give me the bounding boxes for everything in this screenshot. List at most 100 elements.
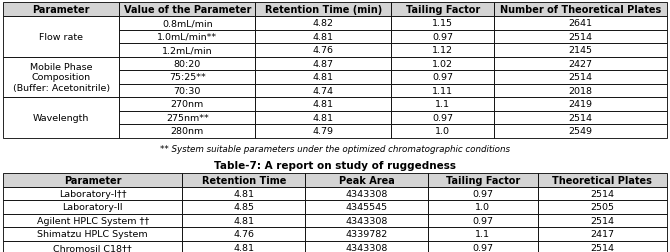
Text: 80:20: 80:20: [174, 59, 201, 69]
Text: 2417: 2417: [590, 229, 614, 238]
Bar: [119, 3, 255, 17]
Text: 0.8mL/min: 0.8mL/min: [162, 19, 212, 28]
Text: 2018: 2018: [569, 86, 593, 95]
Bar: [119, 57, 255, 71]
Text: 4.82: 4.82: [313, 19, 334, 28]
Bar: [3, 227, 182, 241]
Bar: [537, 173, 667, 187]
Bar: [494, 98, 667, 111]
Text: Laboratory-II: Laboratory-II: [62, 202, 123, 211]
Bar: [182, 241, 305, 252]
Text: 1.0mL/min**: 1.0mL/min**: [157, 33, 217, 42]
Bar: [305, 214, 428, 227]
Text: 2427: 2427: [569, 59, 593, 69]
Text: 4343308: 4343308: [345, 189, 388, 198]
Bar: [3, 173, 182, 187]
Bar: [391, 44, 494, 57]
Text: 4.74: 4.74: [313, 86, 334, 95]
Text: ** System suitable parameters under the optimized chromatographic conditions: ** System suitable parameters under the …: [160, 144, 510, 153]
Bar: [3, 57, 119, 98]
Text: 0.97: 0.97: [472, 189, 493, 198]
Bar: [3, 241, 182, 252]
Bar: [391, 111, 494, 124]
Bar: [3, 214, 182, 227]
Bar: [494, 84, 667, 98]
Text: 2514: 2514: [569, 73, 593, 82]
Text: Retention Time: Retention Time: [202, 175, 286, 185]
Bar: [428, 241, 537, 252]
Text: 2145: 2145: [569, 46, 593, 55]
Bar: [255, 30, 391, 44]
Bar: [391, 124, 494, 138]
Text: 0.97: 0.97: [472, 243, 493, 252]
Bar: [255, 98, 391, 111]
Bar: [255, 84, 391, 98]
Bar: [494, 57, 667, 71]
Bar: [391, 17, 494, 30]
Bar: [391, 30, 494, 44]
Bar: [494, 111, 667, 124]
Text: 4339782: 4339782: [346, 229, 388, 238]
Text: 4343308: 4343308: [345, 243, 388, 252]
Bar: [119, 84, 255, 98]
Bar: [119, 71, 255, 84]
Text: 0.97: 0.97: [432, 73, 454, 82]
Bar: [494, 124, 667, 138]
Bar: [182, 173, 305, 187]
Text: Parameter: Parameter: [64, 175, 121, 185]
Text: 270nm: 270nm: [171, 100, 204, 109]
Text: Parameter: Parameter: [32, 5, 90, 15]
Text: 1.0: 1.0: [475, 202, 490, 211]
Text: 2514: 2514: [590, 216, 614, 225]
Text: 4.87: 4.87: [313, 59, 334, 69]
Text: 4.81: 4.81: [313, 33, 334, 42]
Text: Wavelength: Wavelength: [33, 113, 89, 122]
Text: Laboratory-I††: Laboratory-I††: [59, 189, 127, 198]
Bar: [305, 241, 428, 252]
Bar: [182, 187, 305, 200]
Text: 4.81: 4.81: [313, 113, 334, 122]
Bar: [494, 30, 667, 44]
Text: Retention Time (min): Retention Time (min): [265, 5, 382, 15]
Bar: [391, 84, 494, 98]
Bar: [391, 57, 494, 71]
Bar: [3, 17, 119, 57]
Text: 2514: 2514: [569, 33, 593, 42]
Text: 4.81: 4.81: [313, 73, 334, 82]
Text: 1.1: 1.1: [436, 100, 450, 109]
Bar: [537, 214, 667, 227]
Text: 4.79: 4.79: [313, 127, 334, 136]
Bar: [428, 214, 537, 227]
Text: Flow rate: Flow rate: [39, 33, 83, 42]
Bar: [119, 98, 255, 111]
Bar: [119, 124, 255, 138]
Text: 2419: 2419: [569, 100, 593, 109]
Bar: [494, 3, 667, 17]
Bar: [255, 17, 391, 30]
Bar: [428, 227, 537, 241]
Text: 275nm**: 275nm**: [166, 113, 208, 122]
Text: 1.12: 1.12: [432, 46, 454, 55]
Text: Theoretical Plates: Theoretical Plates: [552, 175, 652, 185]
Text: Value of the Parameter: Value of the Parameter: [123, 5, 251, 15]
Bar: [255, 111, 391, 124]
Bar: [305, 227, 428, 241]
Bar: [182, 214, 305, 227]
Text: Peak Area: Peak Area: [338, 175, 395, 185]
Bar: [119, 17, 255, 30]
Bar: [3, 98, 119, 138]
Text: Mobile Phase
Composition
(Buffer: Acetonitrile): Mobile Phase Composition (Buffer: Aceton…: [13, 62, 110, 92]
Text: 2505: 2505: [590, 202, 614, 211]
Bar: [182, 200, 305, 214]
Bar: [119, 111, 255, 124]
Text: 1.11: 1.11: [432, 86, 454, 95]
Bar: [3, 200, 182, 214]
Text: 280nm: 280nm: [171, 127, 204, 136]
Text: 0.97: 0.97: [432, 33, 454, 42]
Text: 1.15: 1.15: [432, 19, 454, 28]
Text: 4.81: 4.81: [233, 243, 254, 252]
Text: 1.02: 1.02: [432, 59, 454, 69]
Text: Table-7: A report on study of ruggedness: Table-7: A report on study of ruggedness: [214, 160, 456, 170]
Bar: [305, 173, 428, 187]
Text: 0.97: 0.97: [432, 113, 454, 122]
